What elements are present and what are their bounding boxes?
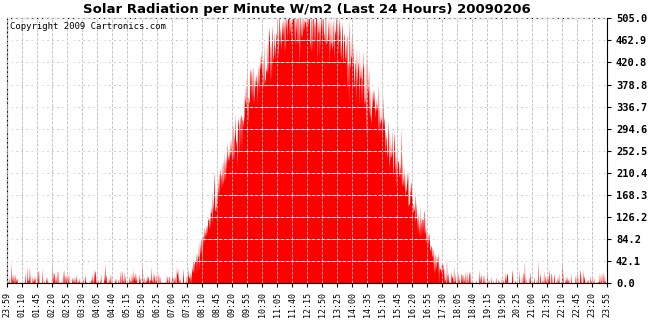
Text: Copyright 2009 Cartronics.com: Copyright 2009 Cartronics.com [10,22,166,31]
Title: Solar Radiation per Minute W/m2 (Last 24 Hours) 20090206: Solar Radiation per Minute W/m2 (Last 24… [83,3,531,16]
